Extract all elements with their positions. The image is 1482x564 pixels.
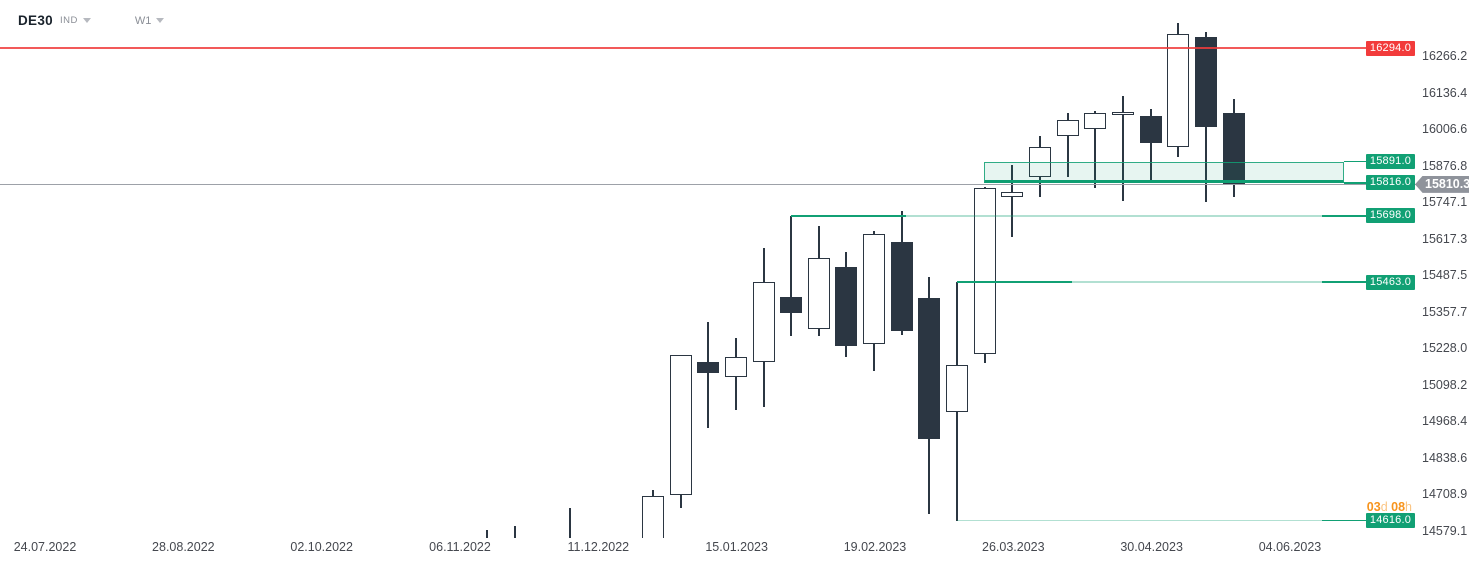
price-level-label[interactable]: 15816.0: [1366, 175, 1415, 191]
candle-wick: [568, 507, 571, 538]
candle-body: [890, 241, 913, 332]
time-axis-tick: 06.11.2022: [429, 540, 491, 554]
support-line-tail-segment: [1322, 215, 1366, 217]
price-axis-tick: 16266.2: [1422, 49, 1468, 63]
candle-body: [752, 282, 775, 363]
candle-wick: [486, 529, 488, 538]
time-axis-tick: 02.10.2022: [290, 540, 353, 554]
candle-body: [1001, 191, 1024, 197]
supply-zone[interactable]: [984, 161, 1344, 183]
price-axis-tick: 15487.5: [1422, 268, 1468, 283]
support-line-tail-segment: [1322, 519, 1366, 522]
candle-wick: [1121, 96, 1124, 201]
price-axis-tick: 15876.8: [1422, 158, 1468, 173]
candle-body: [973, 187, 996, 355]
timeframe-dropdown-caret-icon[interactable]: [156, 18, 165, 23]
time-axis-tick: 19.02.2023: [843, 540, 907, 554]
countdown-hours: 08: [1391, 499, 1406, 514]
candle-wick: [513, 525, 516, 538]
price-axis-tick: 15357.7: [1422, 304, 1468, 319]
current-price-line: [0, 183, 1417, 185]
support-line-tail-segment: [1344, 160, 1366, 163]
price-axis-tick: 15228.0: [1422, 341, 1468, 356]
current-price-tag: 15810.3: [1415, 175, 1469, 193]
support-line[interactable]: [791, 215, 1366, 217]
candle-body: [1194, 36, 1217, 127]
candle-wick: [1149, 108, 1152, 181]
support-line-anchor-segment: [791, 215, 906, 217]
candle-wick: [1066, 112, 1069, 177]
candle-body: [780, 297, 803, 314]
price-axis-tick: 16006.6: [1422, 122, 1468, 137]
candle-body: [697, 362, 720, 374]
time-axis-tick: 04.06.2023: [1258, 540, 1322, 554]
support-line[interactable]: [957, 281, 1366, 283]
support-line-anchor-segment: [957, 281, 1072, 283]
price-level-label[interactable]: 15463.0: [1366, 274, 1415, 290]
candle-body: [863, 233, 886, 345]
symbol-dropdown-caret-icon[interactable]: [82, 18, 91, 23]
support-line-tail-segment: [1344, 182, 1366, 184]
time-axis-tick: 24.07.2022: [13, 540, 77, 554]
candle-body: [669, 355, 692, 495]
countdown-hours-unit: h: [1405, 499, 1412, 514]
time-axis-tick: 28.08.2022: [152, 540, 215, 554]
price-axis-tick: 14579.1: [1422, 524, 1468, 538]
candle-body: [835, 267, 858, 347]
time-axis-tick: 30.04.2023: [1120, 540, 1183, 554]
price-level-label[interactable]: 15698.0: [1366, 208, 1415, 224]
instrument-header: DE30 IND W1: [18, 13, 165, 28]
candle-body: [946, 365, 969, 413]
countdown-days: 03: [1366, 499, 1381, 514]
candle-body: [641, 496, 664, 538]
candle-body: [1167, 34, 1190, 147]
support-line-tail-segment: [1322, 281, 1366, 283]
candle-wick: [1011, 164, 1014, 237]
candle-body: [724, 357, 747, 378]
symbol-label: DE30: [18, 13, 53, 28]
candle-wick: [790, 215, 793, 337]
time-axis-tick: 11.12.2022: [567, 540, 630, 554]
level-lines-layer: [0, 47, 1417, 522]
price-axis-tick: 15617.3: [1422, 231, 1468, 246]
candles-layer: [486, 23, 1245, 538]
support-line[interactable]: [957, 519, 1366, 522]
price-level-label[interactable]: 16294.0: [1366, 40, 1415, 56]
candle-body: [918, 298, 941, 440]
price-axis-tick: 14968.4: [1422, 414, 1468, 429]
candle-countdown: 03d 08h: [1367, 500, 1412, 514]
price-chart[interactable]: [0, 0, 1420, 538]
candle-body: [1111, 111, 1134, 115]
candle-body: [1139, 115, 1162, 143]
zone-layer: [984, 161, 1344, 183]
candle-wick: [1094, 110, 1097, 188]
price-axis-tick: 15098.2: [1422, 377, 1468, 392]
price-level-label[interactable]: 14616.0: [1366, 513, 1415, 529]
candle-body: [1056, 119, 1079, 136]
candle-body: [1222, 112, 1245, 185]
price-axis-tick: 14708.9: [1422, 487, 1468, 502]
countdown-days-unit: d: [1380, 499, 1388, 514]
timeframe-selector[interactable]: W1: [134, 14, 152, 27]
candle-wick: [707, 322, 710, 429]
candle-body: [807, 258, 830, 330]
market-type-label: IND: [59, 15, 78, 26]
resistance-line[interactable]: [0, 47, 1366, 49]
time-axis-tick: 15.01.2023: [705, 540, 768, 554]
price-axis-tick: 15747.1: [1422, 195, 1468, 210]
time-axis-tick: 26.03.2023: [982, 540, 1045, 554]
candle-body: [1084, 112, 1107, 129]
price-level-label[interactable]: 15891.0: [1366, 154, 1415, 170]
price-axis-tick: 14838.6: [1422, 450, 1468, 465]
price-axis-tick: 16136.4: [1422, 85, 1468, 100]
